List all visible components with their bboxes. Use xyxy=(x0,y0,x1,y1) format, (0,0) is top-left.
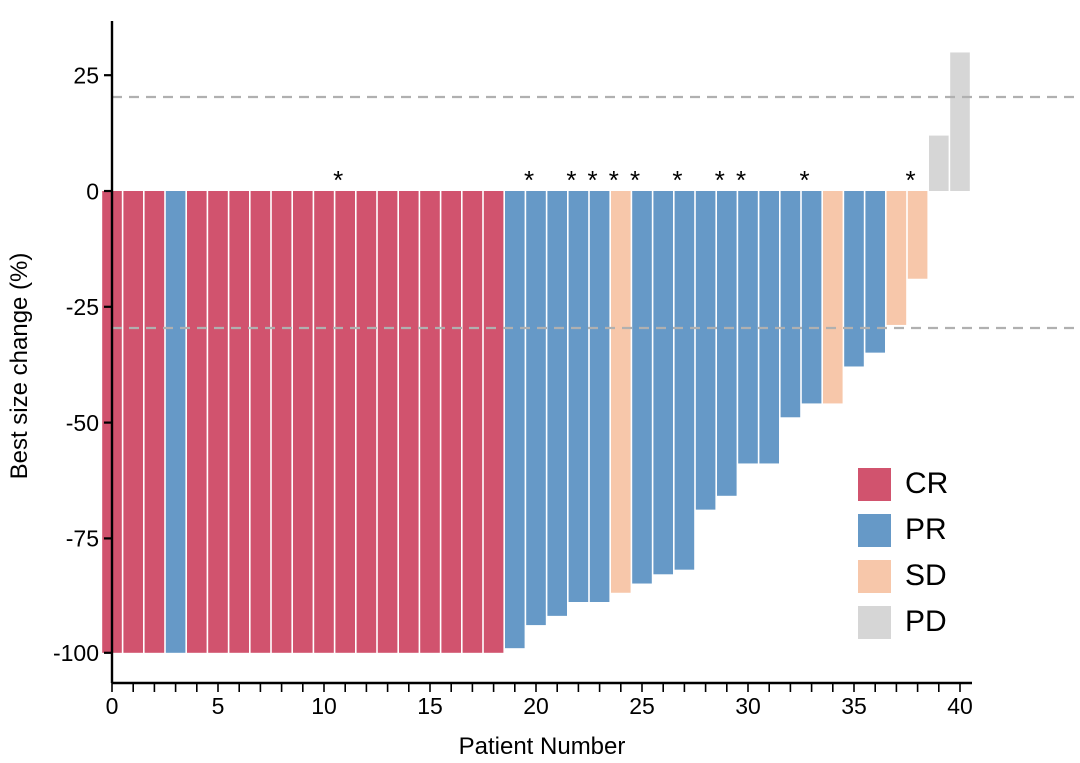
svg-text:*: * xyxy=(588,165,598,195)
svg-text:25: 25 xyxy=(629,693,655,719)
svg-text:5: 5 xyxy=(212,693,225,719)
svg-text:10: 10 xyxy=(311,693,337,719)
svg-text:40: 40 xyxy=(947,693,973,719)
svg-text:*: * xyxy=(524,165,534,195)
svg-text:*: * xyxy=(736,165,746,195)
svg-text:*: * xyxy=(333,165,343,195)
svg-text:-75: -75 xyxy=(66,526,99,552)
svg-text:CR: CR xyxy=(905,467,948,500)
svg-text:0: 0 xyxy=(86,178,99,204)
svg-text:*: * xyxy=(566,165,576,195)
svg-text:-100: -100 xyxy=(53,640,99,666)
svg-text:*: * xyxy=(672,165,682,195)
svg-text:SD: SD xyxy=(905,559,947,592)
svg-text:25: 25 xyxy=(73,63,99,89)
svg-text:30: 30 xyxy=(735,693,761,719)
svg-text:*: * xyxy=(715,165,725,195)
svg-text:*: * xyxy=(906,165,916,195)
svg-text:Best size change (%): Best size change (%) xyxy=(6,253,33,480)
svg-text:-25: -25 xyxy=(66,294,99,320)
svg-text:Patient Number: Patient Number xyxy=(459,733,626,760)
svg-text:*: * xyxy=(630,165,640,195)
svg-text:*: * xyxy=(800,165,810,195)
svg-text:20: 20 xyxy=(523,693,549,719)
svg-text:PR: PR xyxy=(905,513,947,546)
svg-text:PD: PD xyxy=(905,605,947,638)
svg-text:35: 35 xyxy=(841,693,867,719)
svg-text:-50: -50 xyxy=(66,410,99,436)
svg-text:0: 0 xyxy=(106,693,119,719)
svg-text:15: 15 xyxy=(417,693,443,719)
svg-text:*: * xyxy=(609,165,619,195)
